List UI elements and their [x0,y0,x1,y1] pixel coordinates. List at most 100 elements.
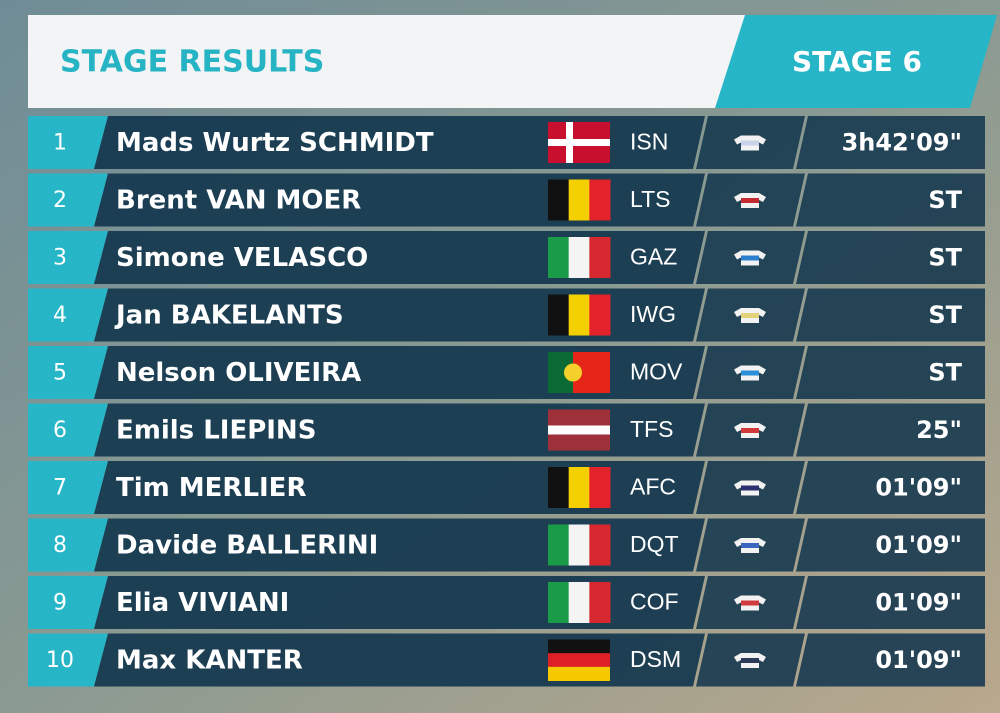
flag-stripe [589,237,611,278]
stage-label: STAGE 6 [792,45,922,78]
team-code: ISN [630,129,668,155]
flag-stripe [548,639,610,654]
team-code: DQT [630,531,679,557]
stage-badge [715,15,997,108]
team-code: IWG [630,301,676,327]
rank-cell [28,518,108,572]
rider-name: Tim MERLIER [116,473,306,503]
time-cell [796,346,985,399]
flag-stripe [589,179,611,221]
rank: 5 [53,361,67,386]
jersey-band [741,140,759,146]
flag-stripe [589,524,611,566]
rank-cell [28,461,108,514]
header-band [28,15,748,108]
flag-cross [548,139,610,146]
time-cell [796,173,985,227]
rank: 7 [53,476,67,501]
team-code: LTS [630,186,670,212]
flag-stripe [548,467,570,508]
flag-stripe [548,237,570,278]
jersey-band [741,600,759,606]
team-code: MOV [630,359,683,385]
time-cell [796,576,985,629]
team-code: DSM [630,646,681,672]
jersey-band [741,255,759,261]
rank: 6 [53,418,67,443]
flag-stripe [568,237,590,278]
time: 01'09" [875,531,962,559]
flag-stripe [568,582,590,623]
rank-cell [28,576,108,629]
jersey-band [741,428,759,433]
rank-cell [28,288,108,342]
rider-name: Nelson OLIVEIRA [116,358,361,388]
jersey-band [741,370,759,376]
rider-name: Simone VELASCO [116,243,368,273]
flag-stripe [589,294,611,336]
rank-cell [28,173,108,227]
team-code: GAZ [630,244,677,270]
flag-emblem [564,363,582,382]
time: 01'09" [875,474,962,502]
time: ST [928,359,962,387]
flag-stripe [548,524,570,566]
time: ST [928,186,962,214]
jersey-band [741,198,759,203]
jersey-band [741,485,759,491]
rank-cell [28,346,108,399]
rank-cell [28,403,108,457]
flag-stripe [548,425,610,435]
team-code: TFS [630,416,673,442]
time: ST [928,301,962,329]
jersey-band [741,543,759,548]
rider-name: Max KANTER [116,646,303,676]
rider-name: Jan BAKELANTS [114,301,344,331]
jersey-band [741,313,759,318]
rank: 9 [53,591,67,616]
time: 01'09" [875,589,962,617]
rows: 1 Mads Wurtz SCHMIDT ISN 3h42'09" 2 Brent VAN… [28,116,985,687]
time: 01'09" [875,646,962,674]
flag-stripe [568,179,590,221]
flag-stripe [568,467,590,508]
rider-name: Elia VIVIANI [116,588,289,618]
flag-stripe [548,294,570,336]
rank: 10 [46,648,74,673]
time: ST [928,244,962,272]
flag-stripe [568,524,590,566]
rider-name: Emils LIEPINS [116,416,316,446]
flag-stripe [589,582,611,623]
rider-name: Brent VAN MOER [116,186,361,216]
time-cell [796,403,985,457]
time-cell [796,231,985,284]
team-code: COF [630,589,679,615]
time-cell [796,518,985,572]
rank: 2 [53,188,67,213]
time-cell [796,633,985,687]
flag-stripe [568,294,590,336]
time: 3h42'09" [842,129,962,157]
flag-stripe [548,179,570,221]
team-code: AFC [630,474,676,500]
flag-stripe [548,666,610,681]
rider-name: Mads Wurtz SCHMIDT [116,128,434,158]
rider-name: Davide BALLERINI [116,531,378,561]
time-cell [796,288,985,342]
flag-stripe [589,467,611,508]
time-cell [796,461,985,514]
flag-stripe [548,653,610,668]
rank: 3 [53,246,67,271]
rank-cell [28,633,108,687]
rank: 4 [53,303,67,328]
rank-cell [28,116,108,169]
rank-cell [28,231,108,284]
header-title: STAGE RESULTS [60,45,324,80]
flag-stripe [548,582,570,623]
time-cell [796,116,985,169]
rank: 8 [53,533,67,558]
rank: 1 [53,131,67,156]
time: 25" [916,416,962,444]
jersey-band [741,658,759,663]
